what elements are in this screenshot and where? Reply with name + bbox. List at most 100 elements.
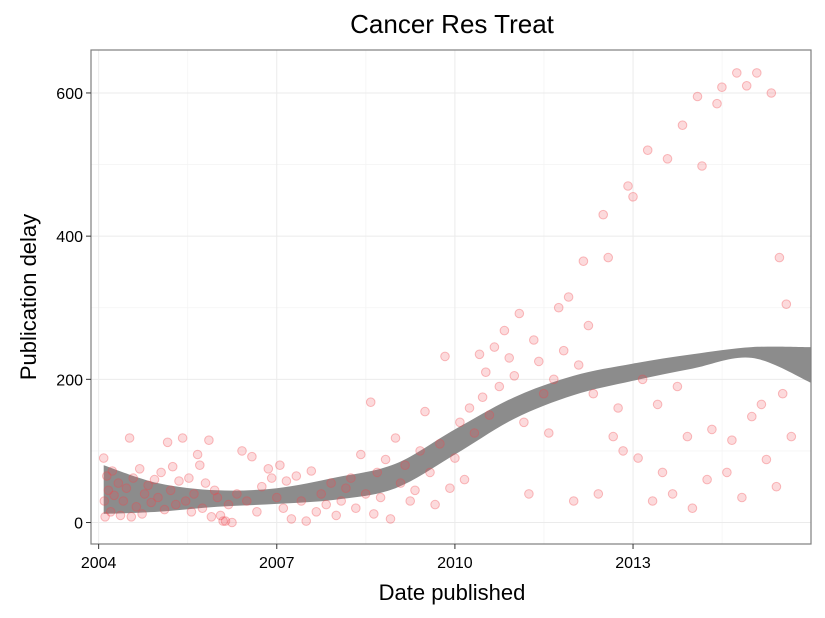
data-point (159, 504, 170, 515)
data-point (440, 351, 450, 362)
data-point (774, 252, 785, 263)
data-point (195, 460, 205, 471)
data-point (741, 81, 752, 91)
data-point (197, 503, 208, 514)
data-point (275, 460, 285, 471)
data-point (218, 516, 228, 526)
data-point (257, 481, 267, 492)
data-point (642, 145, 653, 155)
data-point (149, 474, 160, 485)
data-point (336, 496, 347, 506)
y-tick-label: 400 (56, 229, 83, 246)
data-points (98, 68, 797, 528)
x-axis-title: Date published (379, 580, 526, 605)
y-axis-title: Publication delay (16, 214, 41, 380)
data-point (450, 453, 460, 463)
data-point (702, 474, 712, 485)
data-point (100, 512, 110, 522)
data-point (761, 454, 772, 465)
data-point (677, 120, 688, 130)
data-point (484, 410, 495, 420)
data-point (189, 489, 199, 499)
data-point (220, 516, 231, 526)
data-point (232, 489, 242, 499)
data-point (118, 496, 129, 506)
data-point (380, 454, 391, 465)
data-point (227, 517, 237, 528)
data-point (687, 503, 698, 514)
data-point (200, 478, 211, 488)
data-point (102, 471, 112, 481)
x-axis: 2004 2007 2010 2013 (81, 544, 651, 572)
data-point (420, 406, 430, 417)
data-point (494, 381, 505, 392)
data-point (121, 483, 132, 494)
data-point (637, 374, 648, 385)
data-point (623, 181, 633, 191)
y-tick-label: 0 (74, 516, 83, 533)
data-point (598, 209, 609, 220)
data-point (732, 68, 742, 78)
data-point (781, 299, 792, 310)
data-point (504, 353, 515, 363)
data-point (647, 496, 658, 506)
data-point (529, 335, 539, 345)
data-point (563, 292, 574, 302)
data-point (369, 509, 379, 519)
x-tick-label: 2013 (615, 555, 651, 572)
data-point (291, 471, 302, 481)
data-point (192, 449, 203, 460)
grid (91, 50, 811, 544)
data-point (134, 464, 145, 474)
data-point (400, 460, 410, 471)
data-point (549, 374, 559, 385)
data-point (662, 154, 673, 164)
data-point (306, 466, 317, 476)
y-tick-label: 600 (56, 86, 83, 103)
data-point (372, 467, 383, 478)
data-point (752, 68, 762, 78)
data-point (464, 403, 475, 413)
data-point (481, 367, 491, 378)
data-point (747, 411, 757, 422)
data-point (351, 503, 361, 514)
data-point (252, 507, 262, 517)
data-point (756, 399, 767, 410)
data-point (103, 485, 114, 496)
data-point (474, 349, 485, 360)
data-point (410, 485, 420, 496)
data-point (445, 483, 455, 494)
data-point (477, 392, 488, 403)
data-point (356, 449, 366, 460)
data-point (296, 496, 307, 506)
data-point (519, 417, 529, 428)
data-point (727, 435, 737, 446)
data-point (131, 502, 142, 512)
plot-border (90, 49, 812, 545)
data-point (126, 512, 137, 522)
data-point (167, 461, 178, 472)
data-point (786, 431, 797, 442)
data-point (242, 496, 252, 506)
data-point (105, 507, 116, 517)
data-point (385, 514, 396, 524)
y-tick-label: 200 (56, 372, 83, 389)
data-point (223, 499, 234, 510)
data-point (578, 256, 589, 267)
data-point (415, 446, 425, 456)
data-point (146, 497, 156, 508)
data-point (538, 388, 549, 399)
data-point (128, 473, 138, 483)
data-point (633, 453, 643, 463)
data-point (459, 474, 470, 485)
data-point (316, 489, 327, 499)
data-point (165, 485, 176, 496)
confidence-band (103, 346, 812, 514)
data-point (628, 192, 638, 202)
data-point (455, 417, 465, 428)
data-point (717, 82, 727, 92)
data-point (697, 161, 707, 171)
data-point (326, 478, 336, 488)
data-point (212, 492, 223, 503)
